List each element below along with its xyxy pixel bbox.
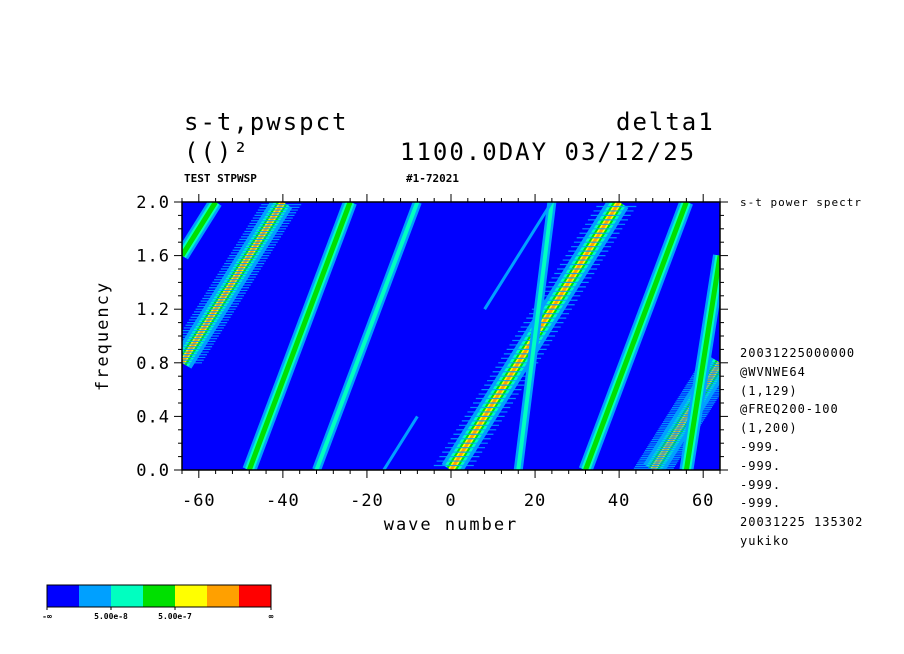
x-axis-label: wave number (384, 515, 519, 535)
colorbar-swatch (239, 585, 271, 607)
colorbar-swatch (143, 585, 175, 607)
side-info-line: @WVNWE64 (740, 364, 806, 379)
ridge-faint (483, 202, 554, 310)
ridge-medium (182, 202, 222, 260)
side-info-line: -999. (740, 458, 782, 473)
x-tick-label: -60 (182, 491, 216, 511)
x-axis: -60 -40 -20 0 20 40 60 (181, 194, 721, 511)
run-id-label: #1-72021 (406, 172, 459, 185)
colorbar-label: -∞ (42, 612, 52, 621)
x-tick-label: 40 (608, 491, 630, 511)
side-info-line: yukiko (740, 534, 790, 548)
side-info-line: 20031225 135302 (740, 515, 864, 530)
side-info-line: 20031225000000 (740, 346, 856, 360)
side-info-line: (1,129) (740, 383, 798, 398)
colorbar-swatch (111, 585, 143, 607)
subtitle-left: (()² (184, 138, 250, 166)
side-info-line: -999. (740, 440, 782, 454)
side-info-line: @FREQ200-100 (740, 402, 839, 417)
side-info-line: (1,200) (740, 421, 798, 436)
ridge-medium (578, 202, 693, 470)
side-info-line: -999. (740, 496, 782, 511)
x-tick-label: 60 (692, 491, 714, 511)
y-tick-label: 2.0 (136, 193, 170, 213)
colorbar-label: ∞ (269, 612, 274, 621)
y-axis: 0.0 0.4 0.8 1.2 1.6 2.0 (136, 193, 728, 481)
title-right: delta1 (616, 108, 715, 136)
y-tick-label: 0.0 (136, 461, 170, 481)
colorbar: -∞ 5.00e-8 5.00e-7 ∞ (42, 584, 274, 621)
colorbar-swatch (79, 585, 111, 607)
ridge-medium (242, 202, 357, 470)
x-tick-label: 0 (445, 491, 456, 511)
ridge-faint (382, 415, 419, 470)
ridge-high (182, 202, 303, 369)
y-tick-label: 1.6 (136, 247, 170, 267)
colorbar-swatch (207, 585, 239, 607)
colorbar-swatch (175, 585, 207, 607)
title-left: s-t,pwspct (184, 108, 349, 136)
x-tick-label: -40 (266, 491, 300, 511)
colorbar-label: 5.00e-7 (158, 612, 192, 621)
y-tick-label: 1.2 (136, 300, 170, 320)
subtitle-right: 1100.0DAY 03/12/25 (400, 138, 697, 166)
y-axis-label: frequency (93, 281, 113, 391)
ridge-group (182, 202, 720, 470)
ridge-medium (679, 254, 720, 470)
colorbar-swatch (47, 585, 79, 607)
ridge-low (312, 202, 422, 470)
x-tick-label: 20 (524, 491, 546, 511)
x-tick-label: -20 (350, 491, 384, 511)
y-tick-label: 0.8 (136, 354, 170, 374)
y-tick-label: 0.4 (136, 407, 170, 427)
ridge-low (513, 202, 557, 470)
test-label: TEST STPWSP (184, 172, 257, 185)
side-info-line: -999. (740, 477, 782, 492)
colorbar-label: 5.00e-8 (94, 612, 128, 621)
side-title: s-t power spectr (740, 196, 862, 209)
